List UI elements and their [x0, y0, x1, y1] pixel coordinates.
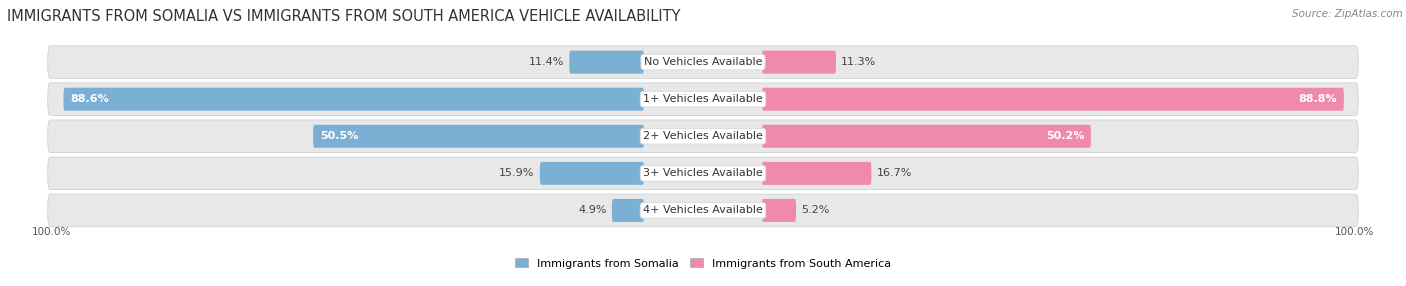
FancyBboxPatch shape — [540, 162, 644, 185]
FancyBboxPatch shape — [314, 125, 644, 148]
Text: 88.6%: 88.6% — [70, 94, 108, 104]
Legend: Immigrants from Somalia, Immigrants from South America: Immigrants from Somalia, Immigrants from… — [510, 254, 896, 273]
Text: 3+ Vehicles Available: 3+ Vehicles Available — [643, 168, 763, 178]
Text: 11.3%: 11.3% — [841, 57, 876, 67]
Text: 50.2%: 50.2% — [1046, 131, 1084, 141]
Text: 15.9%: 15.9% — [499, 168, 534, 178]
FancyBboxPatch shape — [762, 88, 1344, 111]
Text: 1+ Vehicles Available: 1+ Vehicles Available — [643, 94, 763, 104]
Text: 4+ Vehicles Available: 4+ Vehicles Available — [643, 205, 763, 215]
FancyBboxPatch shape — [569, 51, 644, 74]
Text: 5.2%: 5.2% — [801, 205, 830, 215]
FancyBboxPatch shape — [612, 199, 644, 222]
Text: Source: ZipAtlas.com: Source: ZipAtlas.com — [1292, 9, 1403, 19]
Text: IMMIGRANTS FROM SOMALIA VS IMMIGRANTS FROM SOUTH AMERICA VEHICLE AVAILABILITY: IMMIGRANTS FROM SOMALIA VS IMMIGRANTS FR… — [7, 9, 681, 23]
FancyBboxPatch shape — [48, 83, 1358, 116]
Text: 16.7%: 16.7% — [876, 168, 912, 178]
FancyBboxPatch shape — [762, 51, 837, 74]
FancyBboxPatch shape — [48, 194, 1358, 227]
FancyBboxPatch shape — [63, 88, 644, 111]
FancyBboxPatch shape — [48, 120, 1358, 153]
FancyBboxPatch shape — [762, 162, 872, 185]
FancyBboxPatch shape — [48, 46, 1358, 78]
Text: 4.9%: 4.9% — [578, 205, 606, 215]
Text: 100.0%: 100.0% — [1336, 227, 1375, 237]
Text: No Vehicles Available: No Vehicles Available — [644, 57, 762, 67]
Text: 88.8%: 88.8% — [1299, 94, 1337, 104]
Text: 11.4%: 11.4% — [529, 57, 564, 67]
FancyBboxPatch shape — [48, 157, 1358, 190]
Text: 2+ Vehicles Available: 2+ Vehicles Available — [643, 131, 763, 141]
Text: 50.5%: 50.5% — [319, 131, 359, 141]
Text: 100.0%: 100.0% — [31, 227, 70, 237]
FancyBboxPatch shape — [762, 125, 1091, 148]
FancyBboxPatch shape — [762, 199, 796, 222]
